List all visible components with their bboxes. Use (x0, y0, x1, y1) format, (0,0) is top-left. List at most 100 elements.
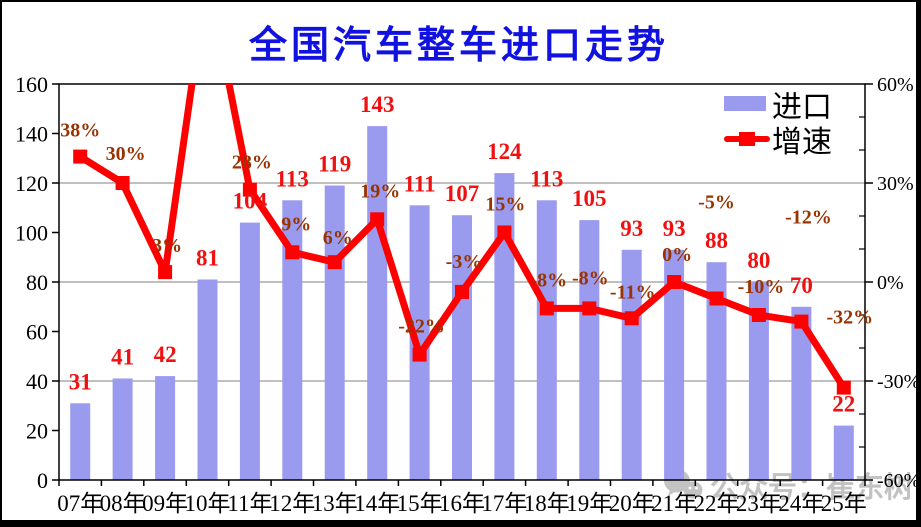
growth-value-label: -8% (530, 269, 567, 291)
bar (833, 425, 854, 480)
legend-label-growth: 增速 (772, 125, 832, 159)
bar (155, 376, 176, 480)
right-axis-label: 60% (877, 74, 914, 96)
x-axis-label: 07年 (57, 491, 103, 516)
bar-value-label: 113 (276, 166, 309, 191)
bar-value-label: 80 (747, 248, 770, 273)
growth-value-label: -5% (698, 192, 735, 214)
growth-value-label: -22% (398, 316, 445, 338)
x-axis-label: 09年 (142, 491, 188, 516)
x-axis-label: 20年 (609, 491, 655, 516)
bar (112, 378, 133, 480)
growth-marker (794, 314, 809, 329)
x-axis-label: 24年 (778, 491, 824, 516)
left-axis-label: 0 (37, 468, 48, 493)
growth-value-label: 0% (662, 244, 692, 266)
x-axis-label: 17年 (481, 491, 527, 516)
bar-value-label: 42 (154, 342, 177, 367)
x-axis-label: 15年 (397, 491, 443, 516)
bar (791, 306, 812, 481)
legend-item-imports: 进口 (724, 86, 832, 124)
x-axis-label: 18年 (524, 491, 570, 516)
bar-value-label: 119 (318, 152, 351, 177)
bar (70, 403, 91, 480)
growth-marker (497, 225, 512, 240)
growth-value-label: 6% (323, 227, 353, 249)
bar (282, 200, 303, 481)
bar-value-label: 41 (111, 345, 134, 370)
left-axis-label: 20 (26, 419, 48, 444)
growth-value-label: -12% (785, 207, 832, 229)
x-axis-label: 12年 (269, 491, 315, 516)
growth-value-label: -3% (446, 251, 483, 273)
growth-value-label: 15% (485, 194, 525, 216)
bar-value-label: 70 (790, 273, 813, 298)
watermark: 公众号：崔东树 (662, 464, 913, 506)
bar-value-label: 93 (620, 216, 643, 241)
bar (494, 173, 515, 480)
x-axis-label: 14年 (354, 491, 400, 516)
bar-value-label: 111 (404, 171, 436, 196)
growth-marker (327, 255, 342, 270)
x-axis-label: 22年 (694, 491, 740, 516)
bar-value-label: 124 (487, 139, 522, 164)
x-axis-label: 19年 (566, 491, 612, 516)
x-axis-label: 13年 (312, 491, 358, 516)
bar-value-label: 81 (196, 246, 219, 271)
bar-value-label: 143 (360, 92, 395, 117)
chart-title: 全国汽车整车进口走势 (248, 25, 669, 67)
growth-value-label: 28% (232, 152, 272, 174)
bar (239, 222, 260, 480)
growth-marker (709, 291, 724, 306)
bar (706, 262, 727, 480)
line-swatch (724, 131, 770, 146)
bar-value-label: 93 (663, 216, 686, 241)
bar (367, 126, 388, 480)
left-axis-label: 160 (15, 72, 48, 97)
x-axis-label: 16年 (439, 491, 485, 516)
legend-label-imports: 进口 (772, 90, 832, 124)
growth-value-label: 38% (60, 120, 100, 142)
watermark-text: 公众号：崔东树 (710, 472, 914, 504)
legend-item-growth: 增速 (724, 121, 832, 159)
left-axis-label: 140 (15, 122, 48, 147)
left-axis-label: 80 (26, 270, 48, 295)
bar (536, 200, 557, 481)
bar (621, 249, 642, 480)
growth-value-label: -11% (610, 281, 656, 303)
x-axis-label: 10年 (185, 491, 231, 516)
growth-marker (667, 275, 682, 289)
right-axis-label: 0% (877, 272, 904, 294)
right-axis-label: 30% (877, 173, 914, 195)
growth-value-label: 3% (152, 235, 182, 257)
growth-marker (115, 176, 130, 190)
left-axis-label: 40 (26, 369, 48, 394)
bar-value-label: 107 (445, 181, 480, 206)
growth-marker (582, 301, 597, 316)
growth-value-label: 19% (360, 180, 400, 202)
growth-marker (158, 265, 173, 280)
growth-marker (412, 347, 427, 362)
bar-swatch (724, 96, 766, 111)
bar (748, 282, 769, 480)
growth-marker (73, 149, 88, 164)
right-axis-label: -30% (877, 371, 920, 393)
bar (409, 205, 430, 481)
growth-marker (242, 182, 257, 197)
x-axis-label: 11年 (227, 491, 272, 516)
growth-marker (751, 308, 766, 322)
left-axis-label: 120 (15, 171, 48, 196)
bar-value-label: 105 (572, 186, 607, 211)
bar-value-label: 31 (69, 369, 92, 394)
x-axis-label: 08年 (100, 491, 146, 516)
growth-marker (836, 380, 851, 395)
bar-value-label: 113 (530, 166, 563, 191)
growth-value-label: -8% (572, 267, 609, 289)
growth-value-label: -32% (826, 307, 873, 329)
right-axis-label: -60% (877, 470, 920, 492)
x-axis-label: 23年 (736, 491, 782, 516)
bar (579, 220, 600, 480)
bar (197, 279, 218, 480)
